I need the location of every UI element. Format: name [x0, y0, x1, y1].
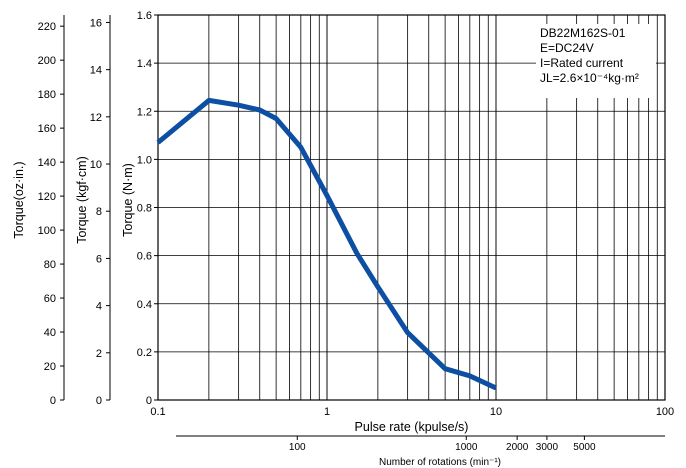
axis-tick-label: 0: [96, 395, 102, 407]
x-axis-label: Pulse rate (kpulse/s): [355, 420, 469, 434]
axis-tick-label: 60: [44, 293, 56, 305]
kgf-axis-label: Torque (kgf·cm): [75, 156, 89, 244]
axis-tick-label: 12: [90, 112, 102, 124]
y-axis-label: Torque (N·m): [121, 163, 135, 237]
y-tick-label: 0.2: [137, 347, 152, 359]
data-markers: [157, 100, 497, 389]
oz-axis-label: Torque(oz·in.): [12, 161, 26, 238]
axis-tick-label: 100: [38, 225, 56, 237]
axis-tick-label: 180: [38, 89, 56, 101]
x-tick-label: 0.1: [150, 406, 165, 418]
annotation-line: I=Rated current: [540, 56, 624, 70]
y-tick-label: 1.4: [137, 58, 152, 70]
axis-tick-label: 120: [38, 191, 56, 203]
y-tick-label: 0.4: [137, 299, 152, 311]
rotation-tick-label: 2000: [506, 442, 529, 453]
kgf-axis: 0 2 4 6 8 10 12 14 16: [90, 15, 111, 407]
axis-tick-label: 140: [38, 157, 56, 169]
x-tick-label: 100: [656, 406, 674, 418]
axis-tick-label: 4: [96, 301, 102, 313]
rotation-axis: 100 1000 2000 3000 5000: [176, 435, 665, 453]
x-tick-label: 10: [490, 406, 502, 418]
axis-tick-label: 14: [90, 65, 102, 77]
annotation-line: JL=2.6×10⁻⁴kg·m²: [540, 71, 639, 85]
y-tick-label: 0: [146, 395, 152, 407]
axis-tick-label: 6: [96, 253, 102, 265]
axis-tick-label: 8: [96, 206, 102, 218]
axis-tick-label: 200: [38, 55, 56, 67]
grid: [158, 15, 665, 400]
axis-tick-label: 160: [38, 123, 56, 135]
y-tick-label: 1.0: [137, 154, 152, 166]
axis-tick-label: 10: [90, 159, 102, 171]
axis-tick-label: 220: [38, 21, 56, 33]
axis-tick-label: 40: [44, 327, 56, 339]
rotation-tick-label: 3000: [536, 442, 559, 453]
axis-tick-label: 2: [96, 348, 102, 360]
axis-tick-label: 80: [44, 259, 56, 271]
primary-axis-ticks: 0 0.2 0.4 0.6 0.8 1.0 1.2 1.4 1.6: [137, 10, 158, 407]
rotation-tick-label: 100: [289, 442, 306, 453]
x-axis-ticks: 0.1 1 10 100: [150, 406, 674, 418]
axis-tick-label: 16: [90, 17, 102, 29]
rotation-tick-label: 5000: [573, 442, 596, 453]
oz-axis: 0 20 40 60 80 100 120 140 160 180 200 220: [38, 15, 65, 407]
annotation-line: E=DC24V: [540, 41, 594, 55]
y-tick-label: 0.8: [137, 203, 152, 215]
annotation-box: [536, 24, 656, 98]
y-tick-label: 1.6: [137, 10, 152, 22]
axis-tick-label: 20: [44, 361, 56, 373]
rotation-axis-label: Number of rotations (min⁻¹): [379, 457, 501, 468]
y-tick-label: 0.6: [137, 251, 152, 263]
annotation-line: DB22M162S-01: [540, 26, 626, 40]
axis-tick-label: 0: [50, 395, 56, 407]
y-tick-label: 1.2: [137, 106, 152, 118]
x-tick-label: 1: [324, 406, 330, 418]
rotation-tick-label: 1000: [455, 442, 478, 453]
